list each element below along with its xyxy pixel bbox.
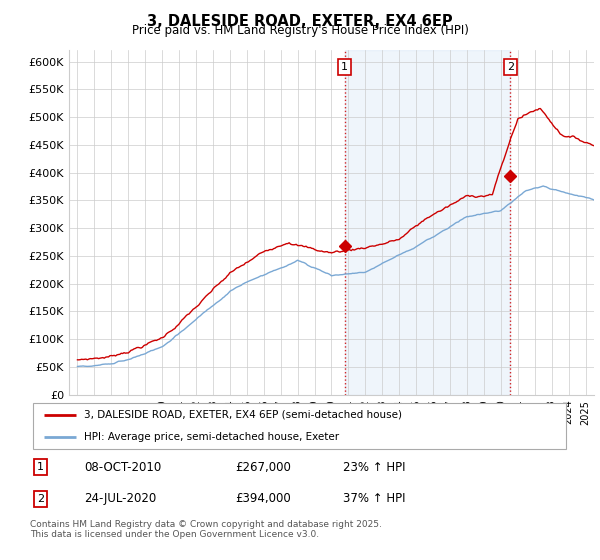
Text: 1: 1	[341, 62, 348, 72]
Text: 37% ↑ HPI: 37% ↑ HPI	[343, 492, 406, 505]
Text: 3, DALESIDE ROAD, EXETER, EX4 6EP: 3, DALESIDE ROAD, EXETER, EX4 6EP	[147, 14, 453, 29]
Text: £394,000: £394,000	[235, 492, 291, 505]
Text: Price paid vs. HM Land Registry's House Price Index (HPI): Price paid vs. HM Land Registry's House …	[131, 24, 469, 37]
Text: 1: 1	[37, 462, 44, 472]
Text: Contains HM Land Registry data © Crown copyright and database right 2025.
This d: Contains HM Land Registry data © Crown c…	[30, 520, 382, 539]
Text: 2: 2	[37, 494, 44, 504]
Text: 23% ↑ HPI: 23% ↑ HPI	[343, 461, 406, 474]
FancyBboxPatch shape	[33, 404, 566, 449]
Text: £267,000: £267,000	[235, 461, 291, 474]
Text: HPI: Average price, semi-detached house, Exeter: HPI: Average price, semi-detached house,…	[84, 432, 339, 442]
Bar	[344, 50, 511, 395]
Text: 24-JUL-2020: 24-JUL-2020	[84, 492, 156, 505]
Text: 3, DALESIDE ROAD, EXETER, EX4 6EP (semi-detached house): 3, DALESIDE ROAD, EXETER, EX4 6EP (semi-…	[84, 410, 402, 420]
Text: 2: 2	[507, 62, 514, 72]
Text: 08-OCT-2010: 08-OCT-2010	[84, 461, 161, 474]
